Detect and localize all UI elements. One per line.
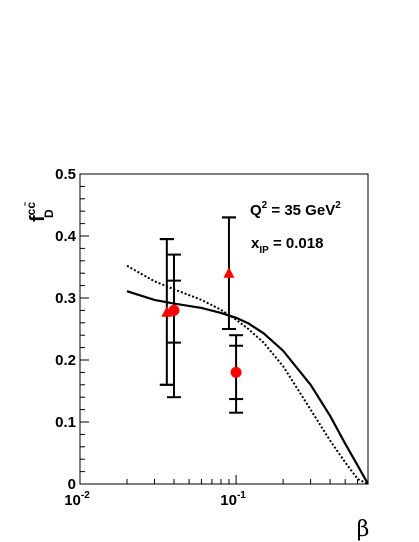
y-tick-label: 0.4 [55, 228, 77, 245]
y-axis-label-sub: D [42, 209, 56, 218]
annotation-xip-suffix: = 0.018 [269, 235, 324, 252]
y-tick-label: 0.1 [55, 414, 76, 431]
data-point-circle [168, 304, 180, 316]
x-tick-label: 10-2 [64, 490, 90, 509]
y-tick-label: 0.3 [55, 290, 76, 307]
annotation-q2-unit-sup: 2 [335, 200, 341, 211]
plot-frame [79, 173, 369, 485]
x-tick-label-exp: -1 [237, 490, 246, 501]
data-point-triangle [223, 267, 235, 278]
annotation-q2-sup: 2 [262, 200, 268, 211]
annotation-xip: xIP = 0.018 [251, 235, 323, 256]
curve-dotted [126, 264, 369, 485]
x-tick-label-exp: -2 [81, 490, 90, 501]
annotation-xip-prefix: x [251, 235, 260, 252]
x-axis-label: β [357, 517, 370, 542]
x-tick-label-base: 10 [220, 492, 237, 509]
curve-solid [126, 290, 369, 485]
y-axis-label-main: f [27, 215, 49, 222]
y-tick-label: 0 [68, 476, 76, 493]
y-axis-label-sup: cc̄ [24, 202, 38, 216]
y-tick-label: 0.2 [55, 352, 76, 369]
annotation-q2-prefix: Q [250, 202, 262, 219]
data-point-circle [230, 366, 242, 378]
annotation-xip-sub: IP [259, 245, 269, 256]
y-tick-label: 0.5 [55, 166, 76, 183]
annotation-q2-mid: = 35 GeV [267, 202, 335, 219]
annotation-q2: Q2 = 35 GeV2 [250, 200, 341, 219]
x-tick-label-base: 10 [64, 492, 81, 509]
data-point-triangle [161, 306, 173, 317]
x-tick-label: 10-1 [220, 490, 246, 509]
y-axis-label: fcc̄ D [24, 202, 56, 222]
